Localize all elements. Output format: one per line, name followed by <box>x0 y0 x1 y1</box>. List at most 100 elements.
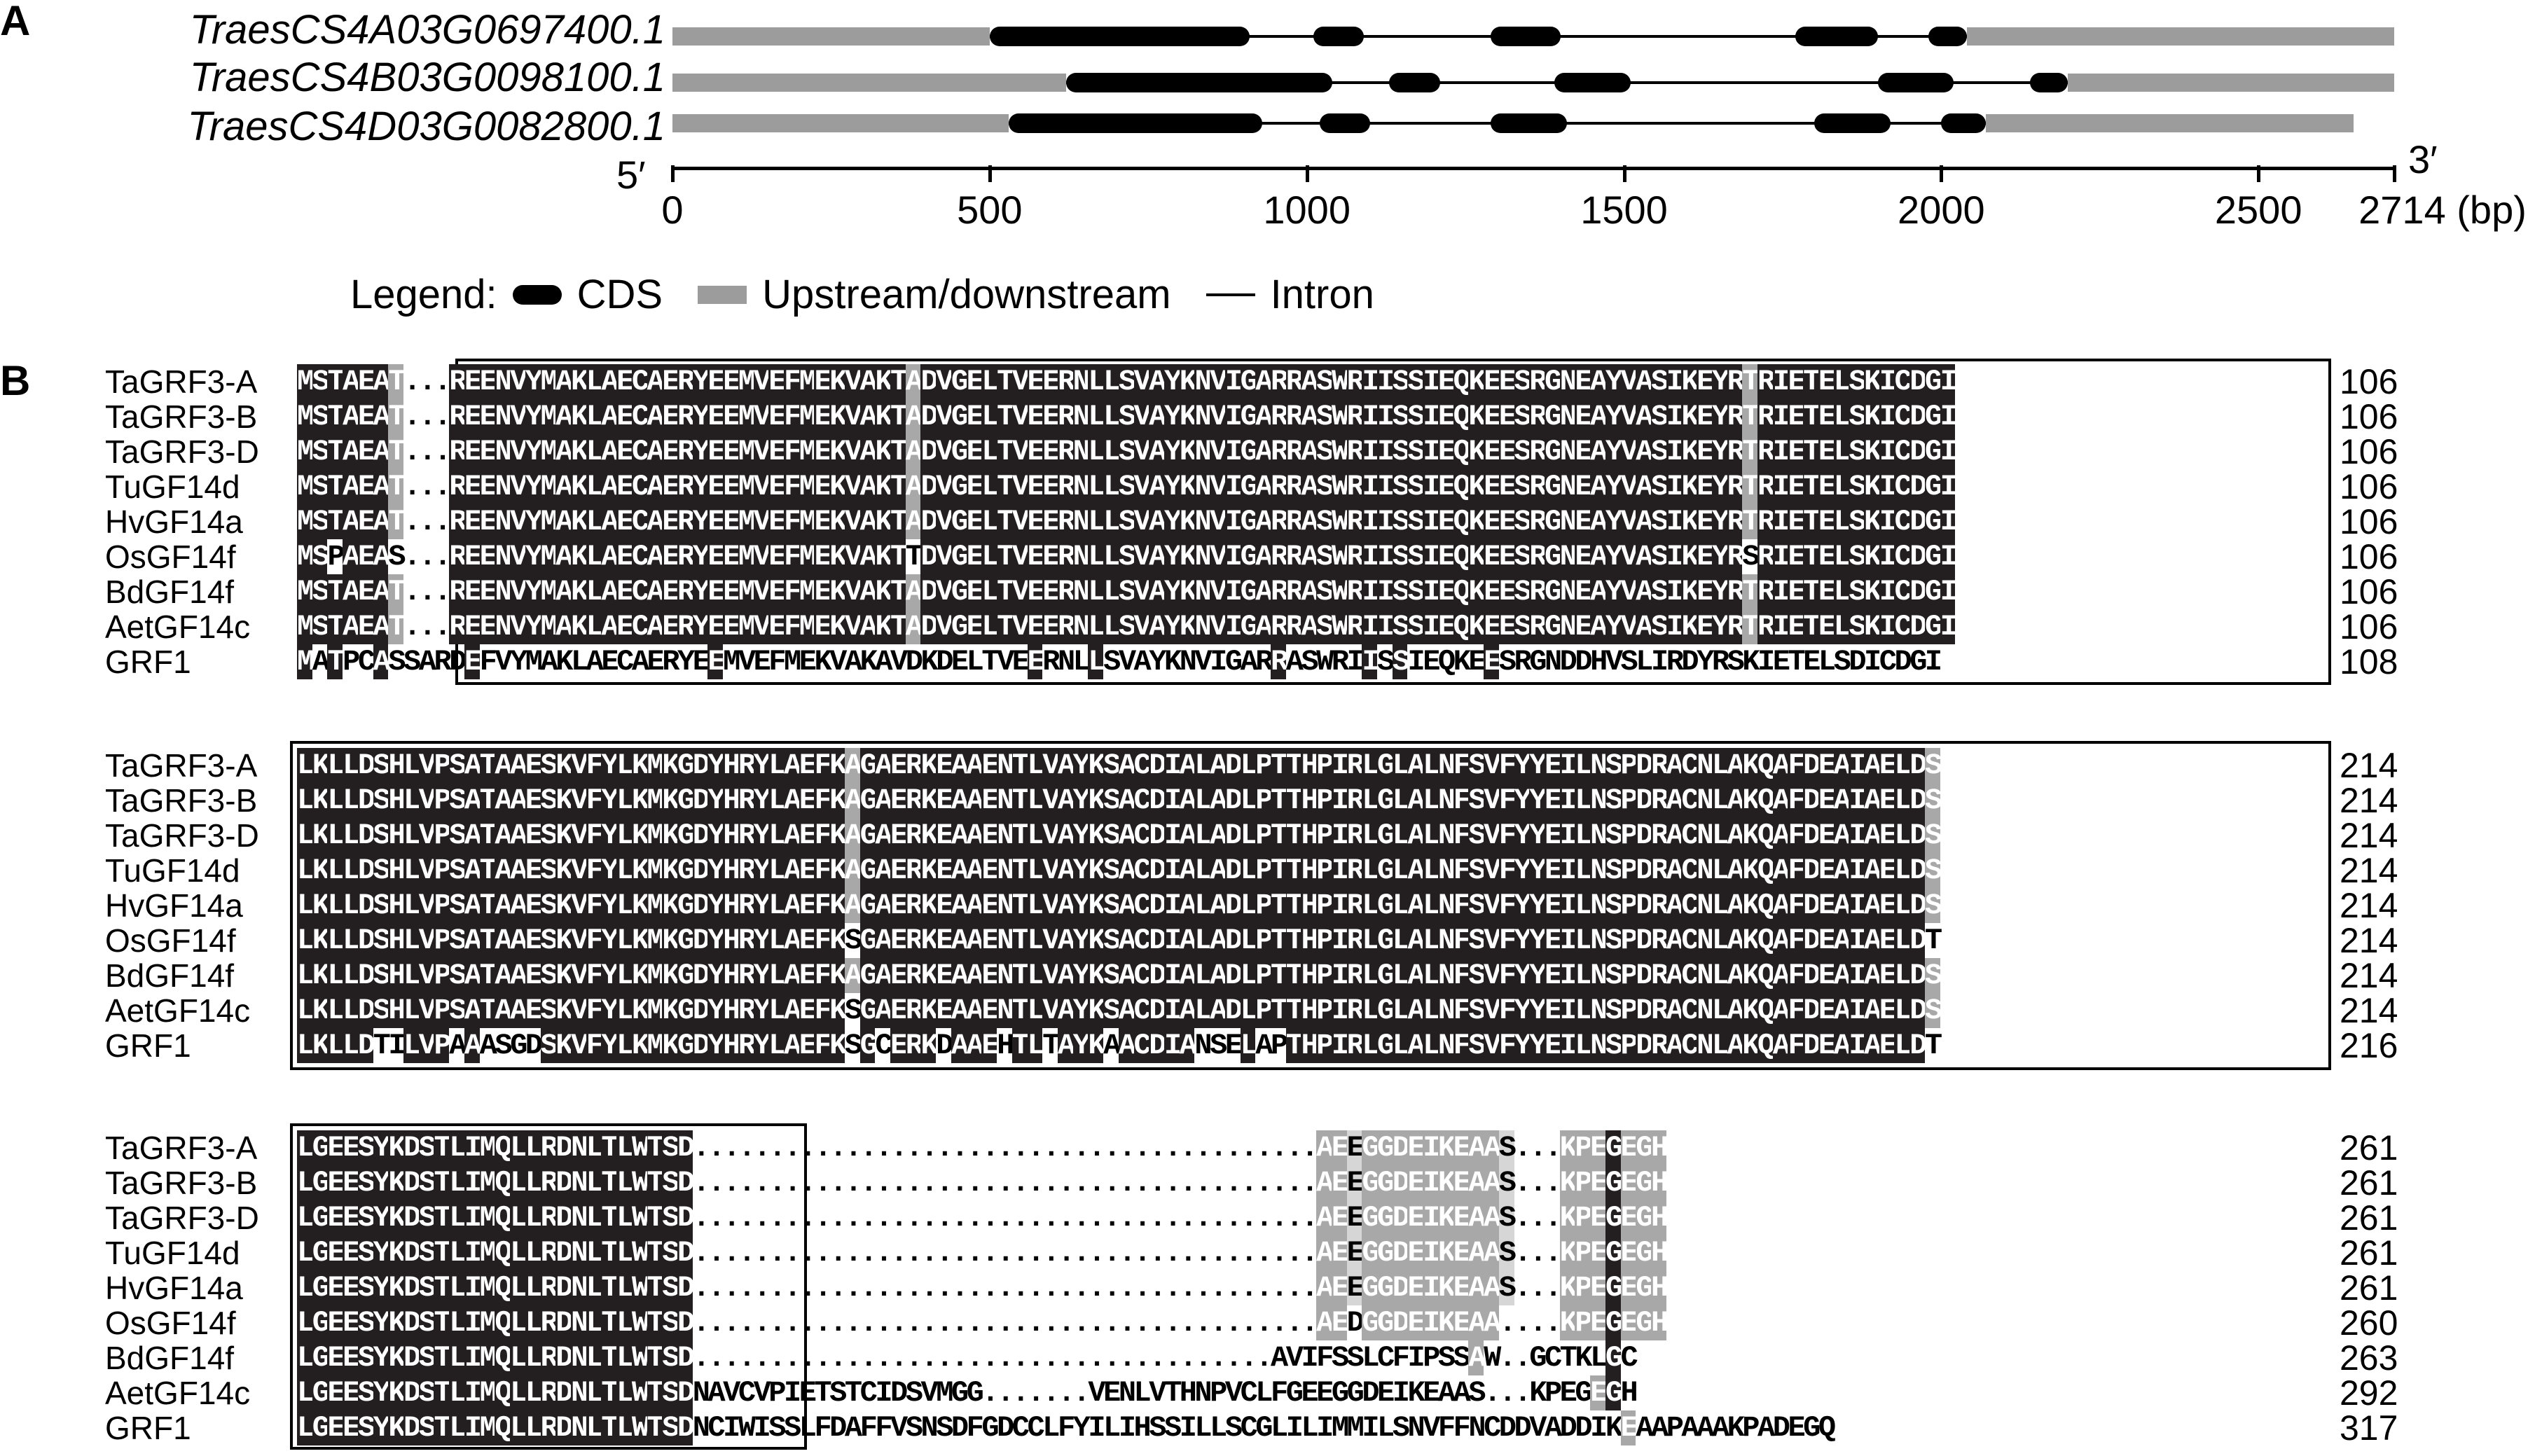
residue: I <box>1362 1411 1379 1445</box>
residue: . <box>844 1131 862 1165</box>
residue: E <box>479 434 497 469</box>
residue: L <box>1194 888 1213 923</box>
residue: T <box>997 504 1014 539</box>
residue: K <box>1179 574 1197 609</box>
residue: . <box>1133 1201 1152 1235</box>
residue: A <box>343 364 360 399</box>
residue: L <box>525 1235 543 1270</box>
residue: Y <box>1605 504 1623 539</box>
residue: A <box>1666 748 1684 783</box>
residue: N <box>997 993 1014 1028</box>
residue: E <box>357 539 375 574</box>
residue: D <box>936 1029 953 1062</box>
residue: . <box>1072 1341 1091 1375</box>
residue: L <box>586 1375 604 1410</box>
residue: Y <box>525 504 543 539</box>
residue: Y <box>1163 539 1182 574</box>
residue: A <box>1833 958 1851 993</box>
residue: G <box>312 1200 330 1235</box>
residue: E <box>981 748 1000 783</box>
residue: A <box>1864 748 1881 783</box>
residue: . <box>1163 1306 1182 1340</box>
residue: A <box>495 888 513 923</box>
residue: . <box>1057 1341 1075 1375</box>
residue: T <box>1285 993 1304 1028</box>
residue: I <box>1163 818 1182 853</box>
residue: A <box>844 818 862 853</box>
residue: E <box>1453 1165 1471 1200</box>
residue: Y <box>1514 783 1532 818</box>
residue: N <box>1559 434 1577 469</box>
residue: A <box>1727 748 1745 783</box>
species-label: BdGF14f <box>105 1340 235 1376</box>
residue: A <box>1210 748 1227 783</box>
residue: E <box>1498 434 1517 469</box>
residue: . <box>981 1236 999 1270</box>
residue: A <box>1210 923 1227 958</box>
residue: E <box>936 888 953 923</box>
residue: L <box>981 399 1000 434</box>
residue: C <box>616 645 634 679</box>
residue: G <box>1803 1411 1821 1445</box>
residue: C <box>707 1411 725 1445</box>
residue: R <box>1057 399 1075 434</box>
residue: . <box>1163 1131 1182 1165</box>
residue: G <box>1529 645 1547 679</box>
residue: K <box>1864 504 1881 539</box>
residue: E <box>1620 1130 1638 1165</box>
residue: K <box>1742 993 1760 1028</box>
residue: . <box>1057 1201 1075 1235</box>
residue: E <box>343 1305 360 1340</box>
residue: . <box>1057 1236 1075 1270</box>
residue: F <box>784 364 801 399</box>
residue: V <box>1011 539 1030 574</box>
residue: L <box>1194 748 1213 783</box>
residue: R <box>1271 434 1288 469</box>
residue: C <box>1027 1411 1045 1445</box>
residue: Y <box>1149 645 1166 679</box>
species-label: GRF1 <box>105 1410 191 1446</box>
residue: Y <box>601 1028 619 1063</box>
residue: E <box>1484 574 1501 609</box>
residue: F <box>1453 993 1471 1028</box>
residue: F <box>1498 888 1517 923</box>
residue: . <box>1271 1131 1288 1165</box>
residue: R <box>1727 399 1745 434</box>
residue: E <box>707 469 726 504</box>
residue: D <box>1803 958 1821 993</box>
residue: S <box>1620 645 1638 679</box>
residue: G <box>1924 539 1942 574</box>
residue: . <box>1255 1271 1273 1305</box>
residue: S <box>1514 399 1532 434</box>
residue: N <box>1559 364 1577 399</box>
species-label: TaGRF3-A <box>105 747 258 784</box>
residue: S <box>540 993 558 1028</box>
residue: S <box>540 923 558 958</box>
residue: E <box>814 574 832 609</box>
residue: V <box>418 748 436 783</box>
residue: D <box>1224 888 1243 923</box>
residue: L <box>616 1305 634 1340</box>
residue: V <box>1484 748 1501 783</box>
residue: M <box>738 539 756 574</box>
residue: V <box>1210 609 1227 644</box>
residue: . <box>1103 1271 1121 1305</box>
residue: R <box>1271 364 1288 399</box>
residue: V <box>1011 469 1030 504</box>
residue: N <box>1194 539 1213 574</box>
residue: E <box>890 853 908 888</box>
residue: K <box>1529 1376 1547 1410</box>
residue: S <box>373 993 391 1028</box>
residue: . <box>1042 1201 1060 1235</box>
residue: K <box>1742 645 1760 679</box>
residue: A <box>1727 888 1745 923</box>
residue: D <box>1149 818 1166 853</box>
residue: . <box>1224 1236 1243 1270</box>
residue: . <box>1163 1341 1182 1375</box>
residue: E <box>1437 469 1456 504</box>
residue: A <box>859 434 878 469</box>
residue: F <box>1271 1376 1288 1410</box>
residue: V <box>1484 923 1501 958</box>
residue: P <box>434 923 452 958</box>
residue: I <box>1666 574 1684 609</box>
